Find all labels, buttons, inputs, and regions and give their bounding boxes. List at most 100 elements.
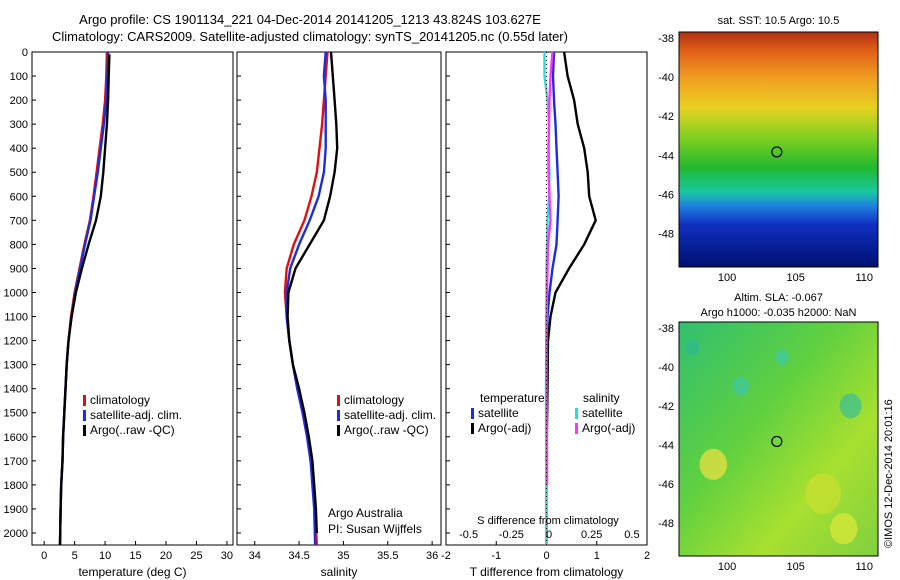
- map-lon-label: 105: [786, 561, 804, 573]
- legend-swatch: [337, 395, 340, 406]
- y-tick-label: 1600: [4, 432, 28, 444]
- temperature-axes-frame: [31, 51, 234, 546]
- salinity-x-axis-label: salinity: [321, 565, 358, 579]
- map-lon-label: 110: [856, 561, 874, 573]
- y-tick-label: 1300: [4, 360, 28, 372]
- y-tick-label: 1200: [4, 336, 28, 348]
- map-lat-label: -44: [658, 150, 674, 162]
- temperature-x-axis-label: temperature (deg C): [78, 565, 186, 579]
- x-tick-label: 35.5: [377, 550, 398, 562]
- map-lat-label: -40: [658, 72, 674, 84]
- legend-label: Argo(..raw -QC): [90, 423, 175, 437]
- y-tick-label: 0: [22, 47, 28, 59]
- sla-map-frame: [678, 321, 879, 557]
- y-tick-label: 1500: [4, 408, 28, 420]
- x-tick-label: 35: [337, 550, 349, 562]
- sla-anomaly-patch: [805, 473, 841, 514]
- y-tick-label: 400: [10, 143, 28, 155]
- y-tick-label: 200: [10, 95, 28, 107]
- y-tick-label: 2000: [4, 528, 28, 540]
- legend-swatch: [337, 425, 340, 436]
- x-tick-label: 10: [99, 550, 111, 562]
- salinity-series-1-line: [285, 51, 327, 546]
- legend-label: satellite: [478, 406, 519, 420]
- legend-label: satellite-adj. clim.: [90, 408, 182, 422]
- sla-anomaly-patch: [829, 513, 858, 545]
- map-lon-label: 105: [786, 272, 804, 284]
- sst-map-panel: -38 -40 -42 -44 -46 -48 100 105 110 sat. SST: 10.…: [658, 15, 879, 284]
- sla-anomaly-patch: [775, 349, 789, 365]
- legend-salinity-title: salinity: [583, 391, 620, 405]
- y-tick-label: 100: [10, 71, 28, 83]
- sla-map-title-1: Altim. SLA: -0.067: [734, 292, 823, 304]
- map-lat-label: -42: [658, 401, 674, 413]
- x-tick-label: 36: [426, 550, 438, 562]
- x-tick-label: 20: [160, 550, 172, 562]
- y-tick-label: 600: [10, 191, 28, 203]
- y-tick-label: 300: [10, 119, 28, 131]
- s-tick-label: -0.25: [499, 529, 524, 541]
- y-tick-label: 500: [10, 167, 28, 179]
- sla-anomaly-patch: [699, 448, 728, 480]
- x-tick-label: 15: [129, 550, 141, 562]
- y-tick-label: 1900: [4, 504, 28, 516]
- legend-label: Argo(-adj): [582, 421, 635, 435]
- map-lat-label: -48: [658, 229, 674, 241]
- legend-label: Argo(-adj): [478, 421, 531, 435]
- x-tick-label: 34.5: [288, 550, 309, 562]
- map-lon-label: 100: [718, 272, 736, 284]
- y-tick-label: 1000: [4, 287, 28, 299]
- x-tick-label: 2: [644, 550, 650, 562]
- s-tick-label: 0.25: [581, 529, 602, 541]
- x-tick-label: 34: [249, 550, 261, 562]
- salinity-annotation-1: Argo Australia: [328, 506, 403, 520]
- temperature-series-2-line: [58, 54, 111, 546]
- argo-float-marker: [771, 146, 783, 158]
- legend-swatch: [575, 408, 578, 419]
- y-tick-label: 900: [10, 263, 28, 275]
- legend-swatch: [83, 395, 86, 406]
- x-tick-label: 25: [190, 550, 202, 562]
- y-tick-label: 800: [10, 239, 28, 251]
- legend-swatch: [337, 410, 340, 421]
- sla-anomaly-patch: [685, 339, 700, 356]
- temperature-panel: 0100200300400500600700800900100011001200…: [4, 47, 234, 579]
- imos-timestamp: ©IMOS 12-Dec-2014 20:01:16: [883, 399, 895, 548]
- legend-swatch: [83, 410, 86, 421]
- sla-anomaly-patch: [732, 376, 749, 396]
- legend-label: satellite: [582, 406, 623, 420]
- difference-panel: -2 -1 0 1 2 T difference from climatology -0.5…: [441, 51, 650, 579]
- argo-float-marker: [771, 435, 783, 448]
- map-lat-label: -42: [658, 111, 674, 123]
- s-diff-top-label: S difference from climatology: [477, 515, 619, 527]
- sst-map-title-1: sat. SST: 10.5 Argo: 10.5: [718, 15, 840, 27]
- y-tick-label: 1400: [4, 384, 28, 396]
- map-lat-label: -46: [658, 479, 674, 491]
- legend-label: climatology: [90, 393, 150, 407]
- x-tick-label: 30: [221, 550, 233, 562]
- salinity-panel: 34 34.5 35 35.5 36 salinity climatologysatelli…: [236, 51, 442, 579]
- x-tick-label: 1: [594, 550, 600, 562]
- sla-map-panel: -38 -40 -42 -44 -46 -48 100 105 110 Altim. SLA: -…: [658, 292, 879, 573]
- legend-label: climatology: [344, 393, 404, 407]
- s-tick-label: -0.5: [459, 529, 478, 541]
- x-tick-label: 5: [72, 550, 78, 562]
- salinity-series-2-line: [286, 51, 339, 534]
- x-tick-label: -2: [441, 550, 451, 562]
- figure-title-line2: Climatology: CARS2009. Satellite-adjuste…: [52, 29, 568, 44]
- salinity-axes-frame: [236, 51, 442, 546]
- y-tick-label: 1100: [4, 312, 28, 324]
- figure-title-line1: Argo profile: CS 1901134_221 04-Dec-2014…: [79, 12, 541, 27]
- map-lon-label: 110: [856, 272, 874, 284]
- map-lat-label: -44: [658, 440, 674, 452]
- map-lat-label: -48: [658, 518, 674, 530]
- legend-temperature-title: temperature: [480, 391, 545, 405]
- legend-swatch: [83, 425, 86, 436]
- legend-label: Argo(..raw -QC): [344, 423, 429, 437]
- x-tick-label: 0: [41, 550, 47, 562]
- map-lon-label: 100: [718, 561, 736, 573]
- legend-swatch: [471, 423, 474, 434]
- s-tick-label: 0: [546, 529, 552, 541]
- map-lat-label: -38: [658, 33, 674, 45]
